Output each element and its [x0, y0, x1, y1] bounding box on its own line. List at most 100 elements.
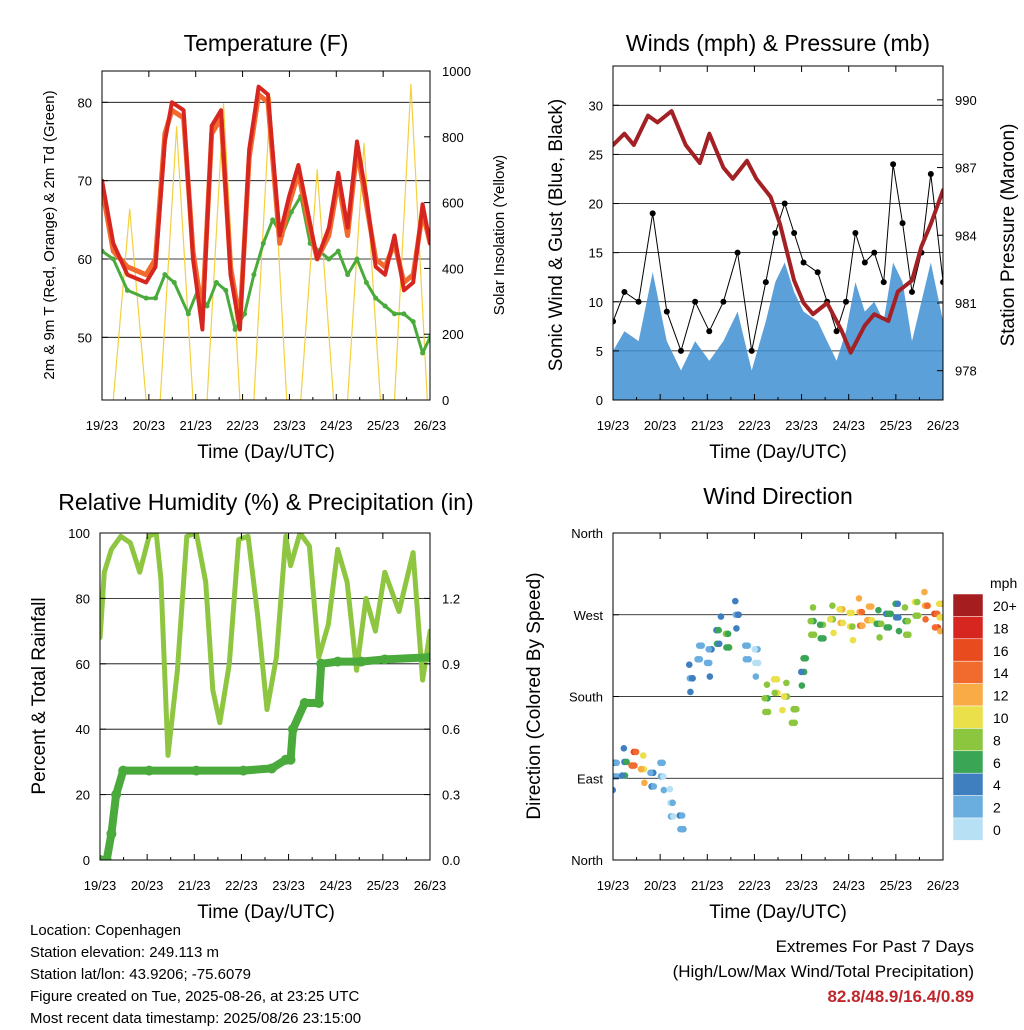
x-tick-label: 24/23 [832, 878, 865, 893]
humidity-right-ticks: 0.0 0.3 0.6 0.9 1.2 [424, 591, 460, 868]
direction-point [669, 813, 677, 820]
dewpoint-point [185, 311, 191, 317]
direction-point [647, 769, 654, 777]
precip-point [356, 656, 367, 667]
y2-tick-label: 200 [442, 327, 464, 342]
legend-label: 16 [993, 643, 1009, 659]
legend-swatch [952, 683, 984, 707]
x-tick-label: 21/23 [178, 878, 211, 893]
direction-point [849, 623, 856, 630]
x-tick-label: 21/23 [691, 878, 724, 893]
direction-point [660, 786, 668, 794]
dewpoint-point [326, 256, 332, 262]
direction-point [904, 617, 912, 625]
y2-tick-label: 0 [442, 393, 449, 408]
humidity-line [100, 533, 430, 758]
dewpoint-point [382, 303, 388, 309]
precip-point [191, 765, 202, 776]
legend-label: 18 [993, 620, 1009, 636]
direction-point [763, 681, 771, 688]
direction-title: Wind Direction [703, 483, 853, 509]
direction-point [807, 631, 815, 639]
direction-point [669, 799, 676, 807]
direction-point [783, 679, 790, 687]
temp-2m-line [102, 84, 430, 332]
direction-point [885, 624, 893, 631]
dewpoint-point [232, 327, 238, 332]
x-tick-label: 19/23 [86, 418, 119, 433]
dewpoint-point [102, 248, 105, 254]
direction-point [685, 661, 693, 669]
direction-panel: Wind Direction 19/23 20/23 21/23 22/23 23/23… [524, 483, 1017, 923]
x-tick-label: 20/23 [131, 878, 164, 893]
x-tick-label: 23/23 [273, 418, 306, 433]
humidity-x-ticks: 19/23 20/23 21/23 22/23 23/23 24/23 25/23 26/23 [84, 533, 446, 893]
legend-label: 8 [993, 732, 1001, 748]
direction-point [922, 615, 929, 623]
y-tick-label: 70 [78, 174, 92, 189]
direction-point [936, 627, 943, 635]
direction-point [641, 779, 648, 787]
legend-label: 2 [993, 800, 1001, 816]
legend-swatch [952, 705, 984, 729]
winds-x-label: Time (Day/UTC) [709, 442, 847, 463]
direction-point [855, 595, 863, 602]
direction-plot-area [613, 588, 943, 833]
x-tick-label: 26/23 [927, 418, 960, 433]
y2-tick-label: 400 [442, 261, 464, 276]
direction-point [836, 606, 843, 613]
precip-point [287, 724, 298, 735]
x-tick-label: 21/23 [691, 418, 724, 433]
legend-label: 6 [993, 755, 1001, 771]
direction-point [895, 627, 903, 635]
legend-swatch [952, 817, 984, 841]
precip-point [316, 658, 327, 669]
direction-point [761, 695, 769, 702]
direction-x-label: Time (Day/UTC) [709, 902, 847, 923]
speed-color-legend: 20+ 18 16 14 12 10 8 6 4 2 0 [952, 593, 1017, 841]
temperature-x-ticks: 19/23 20/23 21/23 22/23 23/23 24/23 25/23 26/23 [86, 71, 446, 433]
y-tick-label: 0 [83, 853, 90, 868]
direction-point [935, 600, 943, 608]
direction-point [868, 616, 876, 624]
y-tick-label: North [571, 853, 603, 868]
winds-panel: Winds (mph) & Pressure (mb) 19/23 20/23 21… [546, 30, 1019, 463]
direction-point [618, 772, 626, 779]
temp-9m-line [102, 92, 430, 325]
direction-point [848, 609, 856, 617]
x-tick-label: 21/23 [179, 418, 212, 433]
x-tick-label: 25/23 [880, 878, 913, 893]
extremes-subheading: (High/Low/Max Wind/Total Precipitation) [672, 962, 974, 981]
direction-left-ticks: North East South West North [569, 526, 619, 868]
direction-point [687, 688, 694, 696]
direction-x-ticks: 19/23 20/23 21/23 22/23 23/23 24/23 25/23 26/23 [597, 533, 959, 893]
dewpoint-point [335, 248, 341, 254]
dewpoint-point [401, 311, 407, 317]
direction-point [725, 644, 732, 651]
direction-point [678, 812, 686, 819]
temperature-y-label-right: Solar Insolation (Yellow) [491, 155, 508, 315]
dewpoint-point [391, 311, 397, 317]
x-tick-label: 25/23 [880, 418, 913, 433]
dewpoint-point [288, 209, 294, 215]
precip-point [266, 763, 277, 774]
y-tick-label: 100 [68, 526, 90, 541]
direction-point [744, 642, 751, 649]
dewpoint-point [373, 295, 379, 301]
x-tick-label: 24/23 [320, 418, 353, 433]
direction-point [923, 602, 931, 609]
winds-left-ticks: 0 5 10 15 20 25 30 [589, 98, 619, 408]
y2-tick-label: 1.2 [442, 591, 460, 606]
precip-point [106, 828, 117, 839]
temperature-x-label: Time (Day/UTC) [197, 442, 335, 463]
y-tick-label: 50 [78, 330, 92, 345]
direction-point [829, 602, 836, 609]
temperature-plot-area [102, 83, 430, 400]
x-tick-label: 22/23 [226, 418, 259, 433]
dewpoint-point [110, 256, 116, 262]
extremes-values: 82.8/48.9/16.4/0.89 [827, 987, 974, 1006]
direction-gridlines [613, 614, 943, 779]
direction-point [717, 613, 725, 620]
direction-point [936, 614, 943, 621]
